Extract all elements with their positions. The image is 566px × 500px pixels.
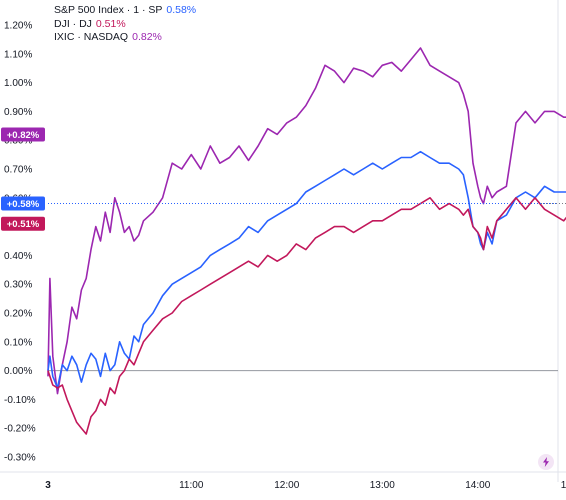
badge-bg (1, 216, 45, 231)
y-tick-label: 0.40% (4, 251, 32, 262)
lightning-glyph (543, 457, 549, 467)
badge-bg (1, 127, 45, 142)
badge-label: +0.51% (7, 219, 40, 230)
x-tick-label: 3 (45, 480, 51, 491)
series-lines (47, 47, 566, 435)
y-tick-label: 0.90% (4, 107, 32, 118)
x-tick-label: 14:00 (465, 480, 490, 491)
x-tick-label: 15:00 (561, 480, 566, 491)
y-tick-label: -0.20% (4, 424, 36, 435)
y-tick-label: 1.00% (4, 78, 32, 89)
badge-label: +0.58% (7, 199, 40, 210)
series-line-1[interactable] (47, 150, 566, 389)
y-tick-label: 0.10% (4, 337, 32, 348)
x-tick-label: 12:00 (274, 480, 299, 491)
y-tick-label: 0.20% (4, 309, 32, 320)
badge-label: +0.82% (7, 130, 40, 141)
x-tick-label: 11:00 (179, 480, 204, 491)
price-badge: +0.82% (1, 127, 45, 142)
y-tick-label: -0.10% (4, 395, 36, 406)
legend-item-sp500[interactable]: S&P 500 Index · 1 · SP 0.58% (54, 4, 196, 18)
y-tick-label: 0.30% (4, 280, 32, 291)
legend-value: 0.58% (166, 4, 197, 16)
price-badge: +0.51% (1, 216, 45, 231)
y-tick-label: -0.30% (4, 453, 36, 464)
lightning-icon[interactable] (538, 454, 554, 470)
legend-name: IXIC · NASDAQ (54, 31, 129, 43)
y-axis: 1.20%1.10%1.00%0.90%0.80%0.70%0.60%0.50%… (4, 21, 36, 464)
y-tick-label: 0.00% (4, 366, 32, 377)
legend-name: DJI · DJ (54, 17, 92, 30)
series-line-2[interactable] (47, 197, 566, 435)
price-badge: +0.58% (1, 196, 45, 211)
legend-name: S&P 500 Index · 1 · SP (54, 4, 163, 16)
legend-item-ixic[interactable]: IXIC · NASDAQ 0.82% (54, 31, 196, 45)
y-tick-label: 1.20% (4, 21, 32, 32)
legend-value: 0.51% (95, 17, 126, 30)
legend: S&P 500 Index · 1 · SP 0.58% DJI · DJ 0.51… (54, 4, 196, 45)
y-tick-label: 1.10% (4, 49, 32, 60)
badge-bg (1, 196, 45, 211)
legend-item-dji[interactable]: DJI · DJ 0.51% (54, 18, 196, 32)
x-tick-label: 13:00 (370, 480, 395, 491)
series-line-0[interactable] (47, 47, 566, 395)
y-tick-label: 0.70% (4, 165, 32, 176)
chart-grid (0, 0, 566, 482)
legend-value: 0.82% (132, 31, 162, 43)
price-badges: +0.82% +0.58% +0.51% (1, 127, 45, 231)
